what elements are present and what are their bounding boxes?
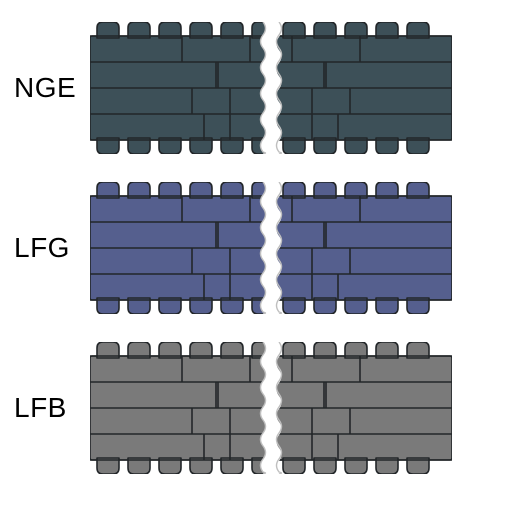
belt-row-lfb: LFB (0, 342, 512, 474)
belt-label-lfb: LFB (14, 392, 67, 424)
belt-graphic-nge (90, 22, 452, 154)
belt-row-lfg: LFG (0, 182, 512, 314)
belt-graphic-lfb (90, 342, 452, 474)
belt-label-nge: NGE (14, 72, 76, 104)
belt-graphic-lfg (90, 182, 452, 314)
belt-label-lfg: LFG (14, 232, 70, 264)
belt-row-nge: NGE (0, 22, 512, 154)
